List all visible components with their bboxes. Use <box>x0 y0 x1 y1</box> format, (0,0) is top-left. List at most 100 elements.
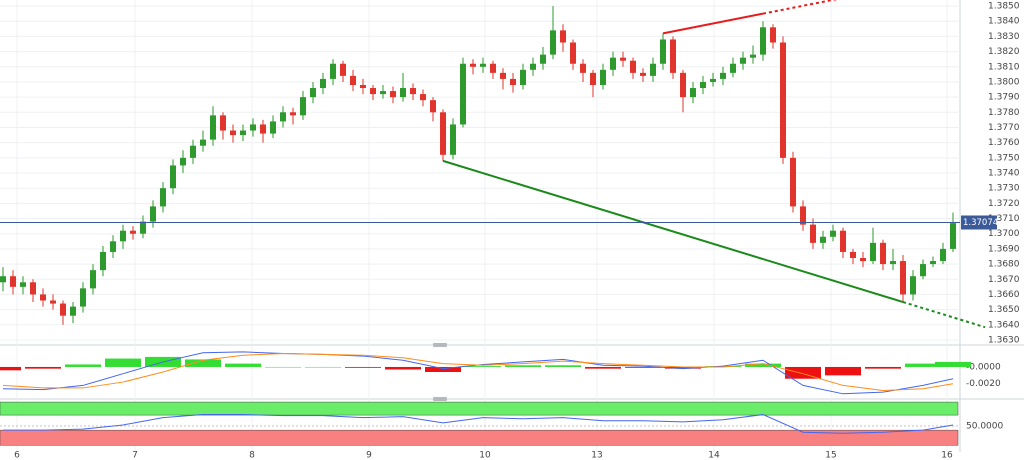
candle-body <box>790 157 796 207</box>
candle-body <box>640 72 646 76</box>
x-tick-label: 14 <box>708 451 720 460</box>
histogram-bar <box>25 366 61 369</box>
histogram-bar <box>625 366 661 368</box>
candle-body <box>850 251 856 259</box>
candle-body <box>660 39 666 64</box>
panel-handle[interactable] <box>433 397 447 401</box>
candle-body <box>820 236 826 243</box>
candle-body <box>390 91 396 98</box>
candle-body <box>800 206 806 225</box>
candle-body <box>480 63 486 67</box>
candle-body <box>110 241 116 252</box>
histogram-bar <box>505 365 541 367</box>
histogram-bar <box>905 363 941 367</box>
candle-body <box>170 165 176 189</box>
y-tick-label: 1.3650 <box>988 305 1020 315</box>
zone-band <box>0 401 959 416</box>
candle-body <box>550 30 556 55</box>
candle-body <box>900 261 906 295</box>
candle-body <box>10 276 16 287</box>
candle-body <box>870 242 876 262</box>
candle-body <box>730 63 736 73</box>
candle-body <box>590 72 596 85</box>
x-tick-label: 6 <box>14 451 20 460</box>
y-tick-label: 1.3680 <box>988 260 1020 270</box>
y-tick-label: 1.3800 <box>988 77 1020 87</box>
candle-body <box>340 63 346 76</box>
candle-body <box>250 124 256 131</box>
candle-body <box>280 112 286 122</box>
candle-body <box>830 230 836 237</box>
histogram-bar <box>785 366 821 379</box>
candle-body <box>560 30 566 43</box>
candles <box>0 0 986 329</box>
candle-body <box>950 223 956 249</box>
y-tick-label: 1.3720 <box>988 199 1020 209</box>
histogram-bar <box>425 366 461 372</box>
trendline-extension <box>762 0 838 15</box>
y-tick-label: 1.3630 <box>988 335 1020 345</box>
candle-body <box>520 69 526 85</box>
candle-body <box>860 258 866 262</box>
y-tick-label: 1.3810 <box>988 62 1020 72</box>
candle-body <box>290 112 296 116</box>
candle-body <box>200 139 206 146</box>
candle-body <box>420 94 426 101</box>
candle-body <box>650 63 656 76</box>
panel-handle[interactable] <box>433 343 447 347</box>
candle-body <box>570 42 576 64</box>
histogram-bar <box>185 359 221 367</box>
candle-body <box>880 242 886 265</box>
x-tick-label: 15 <box>825 451 836 460</box>
histogram-bar <box>0 366 21 371</box>
candle-body <box>350 75 356 85</box>
current-price-box <box>961 215 997 230</box>
candle-body <box>810 224 816 243</box>
candle-body <box>740 57 746 64</box>
histogram-bar <box>585 366 621 369</box>
histogram-bar <box>465 366 501 367</box>
candle-body <box>610 57 616 70</box>
trendline-extension <box>902 301 986 329</box>
candle-body <box>80 288 86 307</box>
candle-body <box>210 115 216 140</box>
candle-body <box>530 63 536 70</box>
candle-body <box>410 88 416 95</box>
candle-body <box>510 78 516 85</box>
candle-body <box>220 115 226 131</box>
candle-body <box>300 97 306 116</box>
candle-body <box>890 261 896 265</box>
candle-body <box>60 303 66 316</box>
histogram-bar <box>665 366 701 369</box>
candle-body <box>50 300 56 304</box>
trendline <box>442 159 904 303</box>
candle-body <box>270 121 276 134</box>
candle-body <box>370 88 376 95</box>
y-tick-label: 1.3780 <box>988 108 1020 118</box>
candle-body <box>670 39 676 73</box>
y-tick-label: 1.3690 <box>988 244 1020 254</box>
y-tick-label: 1.3850 <box>988 2 1020 12</box>
histogram-bar <box>225 363 261 367</box>
candle-body <box>460 63 466 125</box>
candle-body <box>780 42 786 158</box>
candle-body <box>540 54 546 64</box>
candle-body <box>580 63 586 73</box>
histogram-bar <box>105 358 141 367</box>
candle-body <box>500 72 506 79</box>
histogram-bar <box>865 366 901 369</box>
candle-body <box>430 100 436 113</box>
candle-body <box>70 306 76 316</box>
candle-body <box>230 130 236 136</box>
candle-body <box>440 112 446 155</box>
x-tick-label: 16 <box>941 451 953 460</box>
candle-body <box>760 27 766 55</box>
candle-body <box>450 124 456 155</box>
candle-body <box>710 78 716 82</box>
candle-body <box>770 27 776 43</box>
x-tick-label: 9 <box>366 451 372 460</box>
candle-body <box>0 276 6 283</box>
candle-body <box>400 88 406 98</box>
